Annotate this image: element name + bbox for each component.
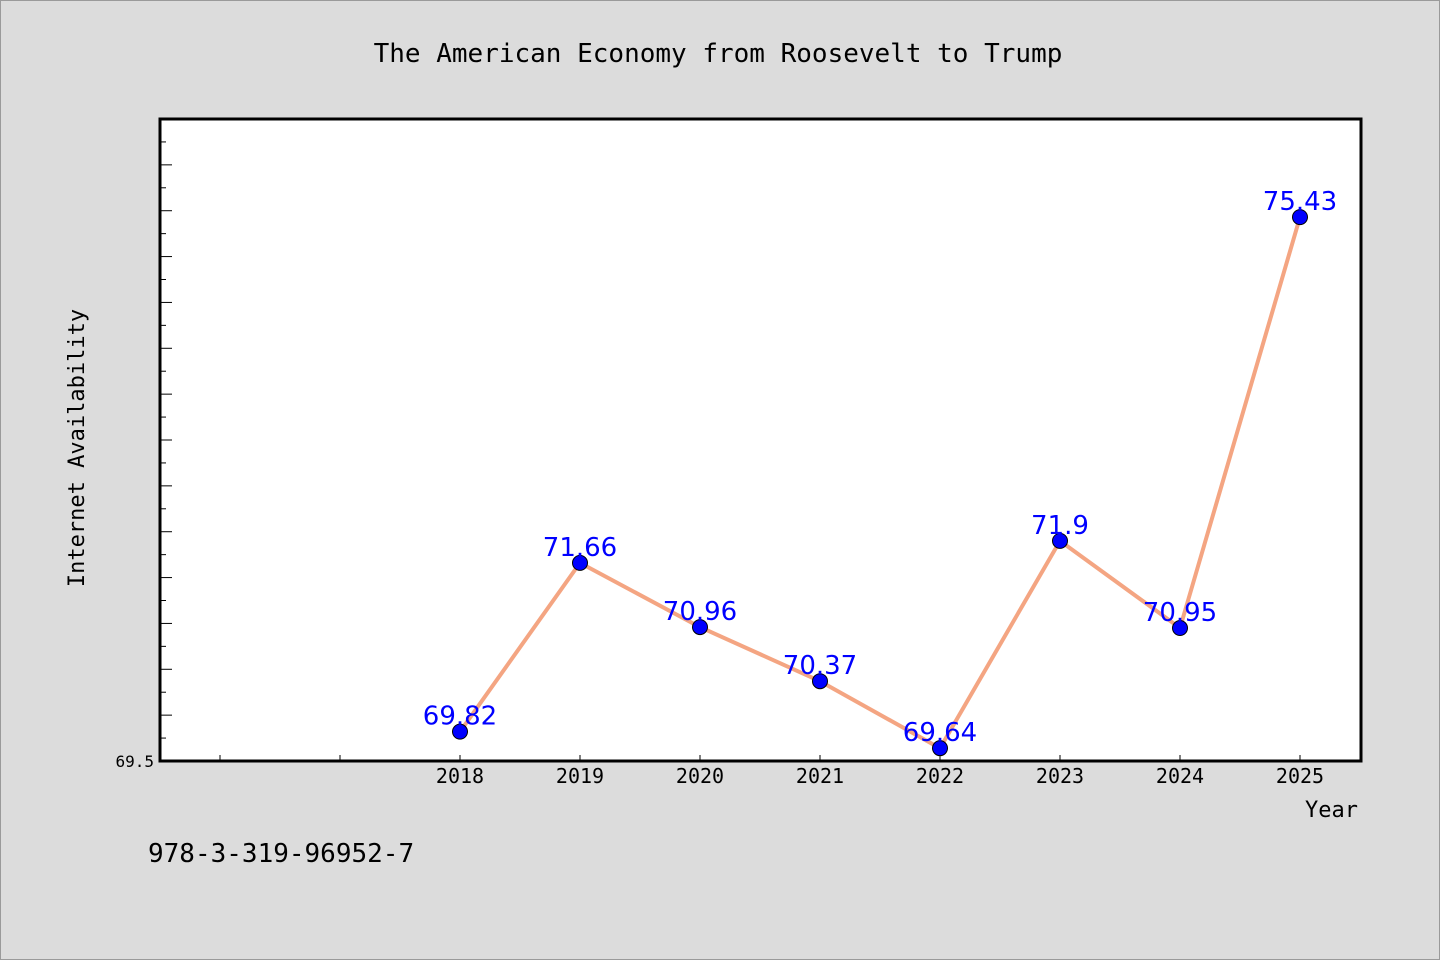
data-label: 71.9 [1031, 511, 1089, 541]
chart-title: The American Economy from Roosevelt to T… [374, 39, 1063, 69]
data-label: 71.66 [543, 533, 617, 563]
data-point-marker [932, 740, 948, 757]
caption-text: 978-3-319-96952-7 [148, 839, 414, 869]
x-tick-label: 2024 [1156, 764, 1204, 788]
data-point-marker [692, 619, 708, 636]
x-tick-label: 2018 [436, 764, 484, 788]
x-tick-label: 2023 [1036, 764, 1084, 788]
data-point-marker [1292, 209, 1308, 226]
data-point-marker [572, 554, 588, 571]
data-point-marker [1052, 532, 1068, 549]
data-label: 70.95 [1143, 598, 1217, 628]
data-label: 75.43 [1263, 187, 1337, 217]
data-label: 69.82 [423, 702, 497, 732]
x-tick-label: 2019 [556, 764, 604, 788]
data-point-marker [452, 723, 468, 740]
data-label: 69.64 [903, 718, 977, 748]
y-tick-label: 69.5 [115, 752, 154, 771]
y-axis-label: Internet Availability [65, 309, 90, 587]
x-tick-label: 2025 [1276, 764, 1324, 788]
data-point-marker [1172, 620, 1188, 637]
data-label: 70.37 [783, 651, 857, 681]
plot-area [158, 117, 1363, 763]
x-axis-label: Year [1305, 798, 1358, 823]
y-axis-ticks: 69.5 [115, 141, 172, 771]
x-axis-ticks: 2018 2019 2020 2021 2022 2023 2024 2025 [219, 755, 1324, 788]
x-tick-label: 2020 [676, 764, 724, 788]
x-tick-label: 2021 [796, 764, 844, 788]
data-points: 69.82 71.66 70.96 70.37 69.64 71.9 70.95 75.43 [423, 187, 1337, 757]
x-tick-label: 2022 [916, 764, 964, 788]
data-label: 70.96 [663, 597, 737, 627]
series-line [458, 216, 1302, 751]
data-point-marker [812, 673, 828, 690]
